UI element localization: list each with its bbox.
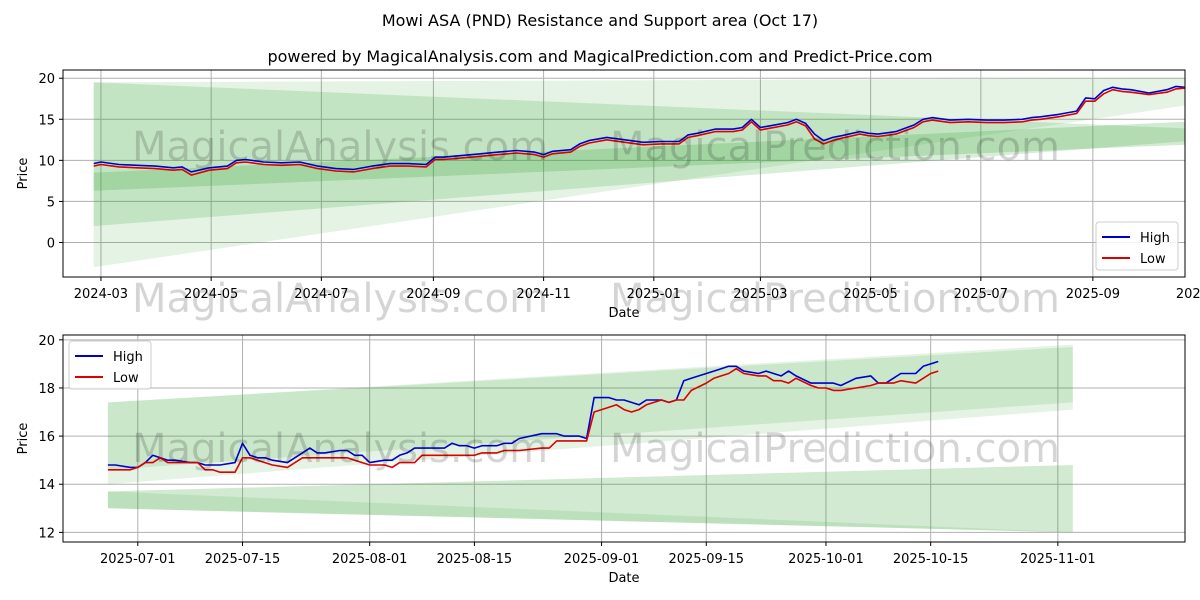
p0-ytick-label-4: 20: [38, 72, 55, 87]
p0-xtick-label-7: 2025-05: [843, 287, 897, 302]
p0-legend: High Low: [1095, 221, 1179, 271]
p1-xtick-label-6: 2025-10-01: [788, 552, 864, 567]
p0-xtick-label-2: 2024-07: [294, 287, 348, 302]
p0-legend-box: [1095, 221, 1179, 271]
p0-xtick-label-9: 2025-09: [1066, 287, 1120, 302]
p1-ytick-label-4: 20: [38, 334, 55, 349]
p0-ytick-label-0: 0: [47, 237, 55, 252]
p1-band-2: [107, 464, 1073, 533]
p1-xtick-label-7: 2025-10-15: [893, 552, 969, 567]
watermark-left-bottom: MagicalAnalysis.com: [132, 426, 548, 472]
p0-band-1: [93, 82, 1185, 227]
p0-ytick-label-1: 5: [47, 195, 55, 210]
p1-ytick-label-1: 14: [38, 478, 55, 493]
p0-series-high: [93, 85, 1185, 173]
watermark-right-mid: MagicalPrediction.com: [610, 276, 1060, 322]
p1-ytick-label-3: 18: [38, 382, 55, 397]
p0-xtick-label-10: 2025-11: [1176, 287, 1200, 302]
chart-subtitle: powered by MagicalAnalysis.com and Magic…: [267, 47, 932, 66]
p0-xtick-label-1: 2024-05: [184, 287, 238, 302]
p1-series-high: [107, 360, 939, 469]
p0-ylabel: Price: [16, 158, 31, 190]
watermark-right-top: MagicalPrediction.com: [610, 124, 1060, 170]
p0-xtick-label-3: 2024-09: [406, 287, 460, 302]
watermarks: MagicalAnalysis.com MagicalPrediction.co…: [132, 124, 1060, 472]
p1-band-1: [107, 347, 1073, 470]
p1-ytick-label-0: 12: [38, 526, 55, 541]
p0-legend-label-high: High: [1140, 231, 1170, 246]
p1-xtick-label-5: 2025-09-15: [668, 552, 744, 567]
p0-xtick-label-6: 2025-03: [733, 287, 787, 302]
top-panel: 2024-03 2024-05 2024-07 2024-09 2024-11 2025-…: [16, 69, 1200, 321]
watermark-left-top: MagicalAnalysis.com: [132, 124, 548, 170]
bottom-panel: 2025-07-01 2025-07-15 2025-08-01 2025-08-15…: [16, 334, 1186, 586]
p0-legend-label-low: Low: [1140, 252, 1166, 267]
p0-xlabel: Date: [608, 306, 639, 321]
p1-ylabel: Price: [16, 423, 31, 455]
p0-series-low: [93, 87, 1185, 176]
p1-xtick-label-8: 2025-11-01: [1020, 552, 1096, 567]
p0-xtick-label-5: 2025-01: [627, 287, 681, 302]
watermark-right-bottom: MagicalPrediction.com: [610, 426, 1060, 472]
p0-xtick-label-8: 2025-07: [954, 287, 1008, 302]
p1-xtick-label-1: 2025-07-15: [205, 552, 281, 567]
p1-axes-frame: [62, 334, 1186, 543]
watermark-left-mid: MagicalAnalysis.com: [132, 276, 548, 322]
p1-xtick-label-2: 2025-08-01: [332, 552, 408, 567]
p0-ytick-label-3: 15: [38, 113, 55, 128]
p0-axes-frame: [62, 69, 1186, 278]
p0-xtick-label-0: 2024-03: [74, 287, 128, 302]
p1-xtick-label-3: 2025-08-15: [437, 552, 513, 567]
p1-series-low: [107, 367, 939, 474]
p1-xlabel: Date: [608, 571, 639, 586]
p1-xtick-label-4: 2025-09-01: [564, 552, 640, 567]
chart-title: Mowi ASA (PND) Resistance and Support ar…: [382, 11, 818, 30]
p0-xtick-label-4: 2024-11: [516, 287, 570, 302]
p1-legend-label-low: Low: [113, 371, 139, 386]
p1-xtick-label-0: 2025-07-01: [100, 552, 176, 567]
p0-band-2: [93, 121, 1185, 191]
p1-legend: High Low: [68, 340, 152, 390]
p1-legend-box: [68, 340, 152, 390]
p1-band-3: [107, 491, 1073, 533]
p1-legend-label-high: High: [113, 350, 143, 365]
p1-ytick-label-2: 16: [38, 430, 55, 445]
p0-ytick-label-2: 10: [38, 154, 55, 169]
